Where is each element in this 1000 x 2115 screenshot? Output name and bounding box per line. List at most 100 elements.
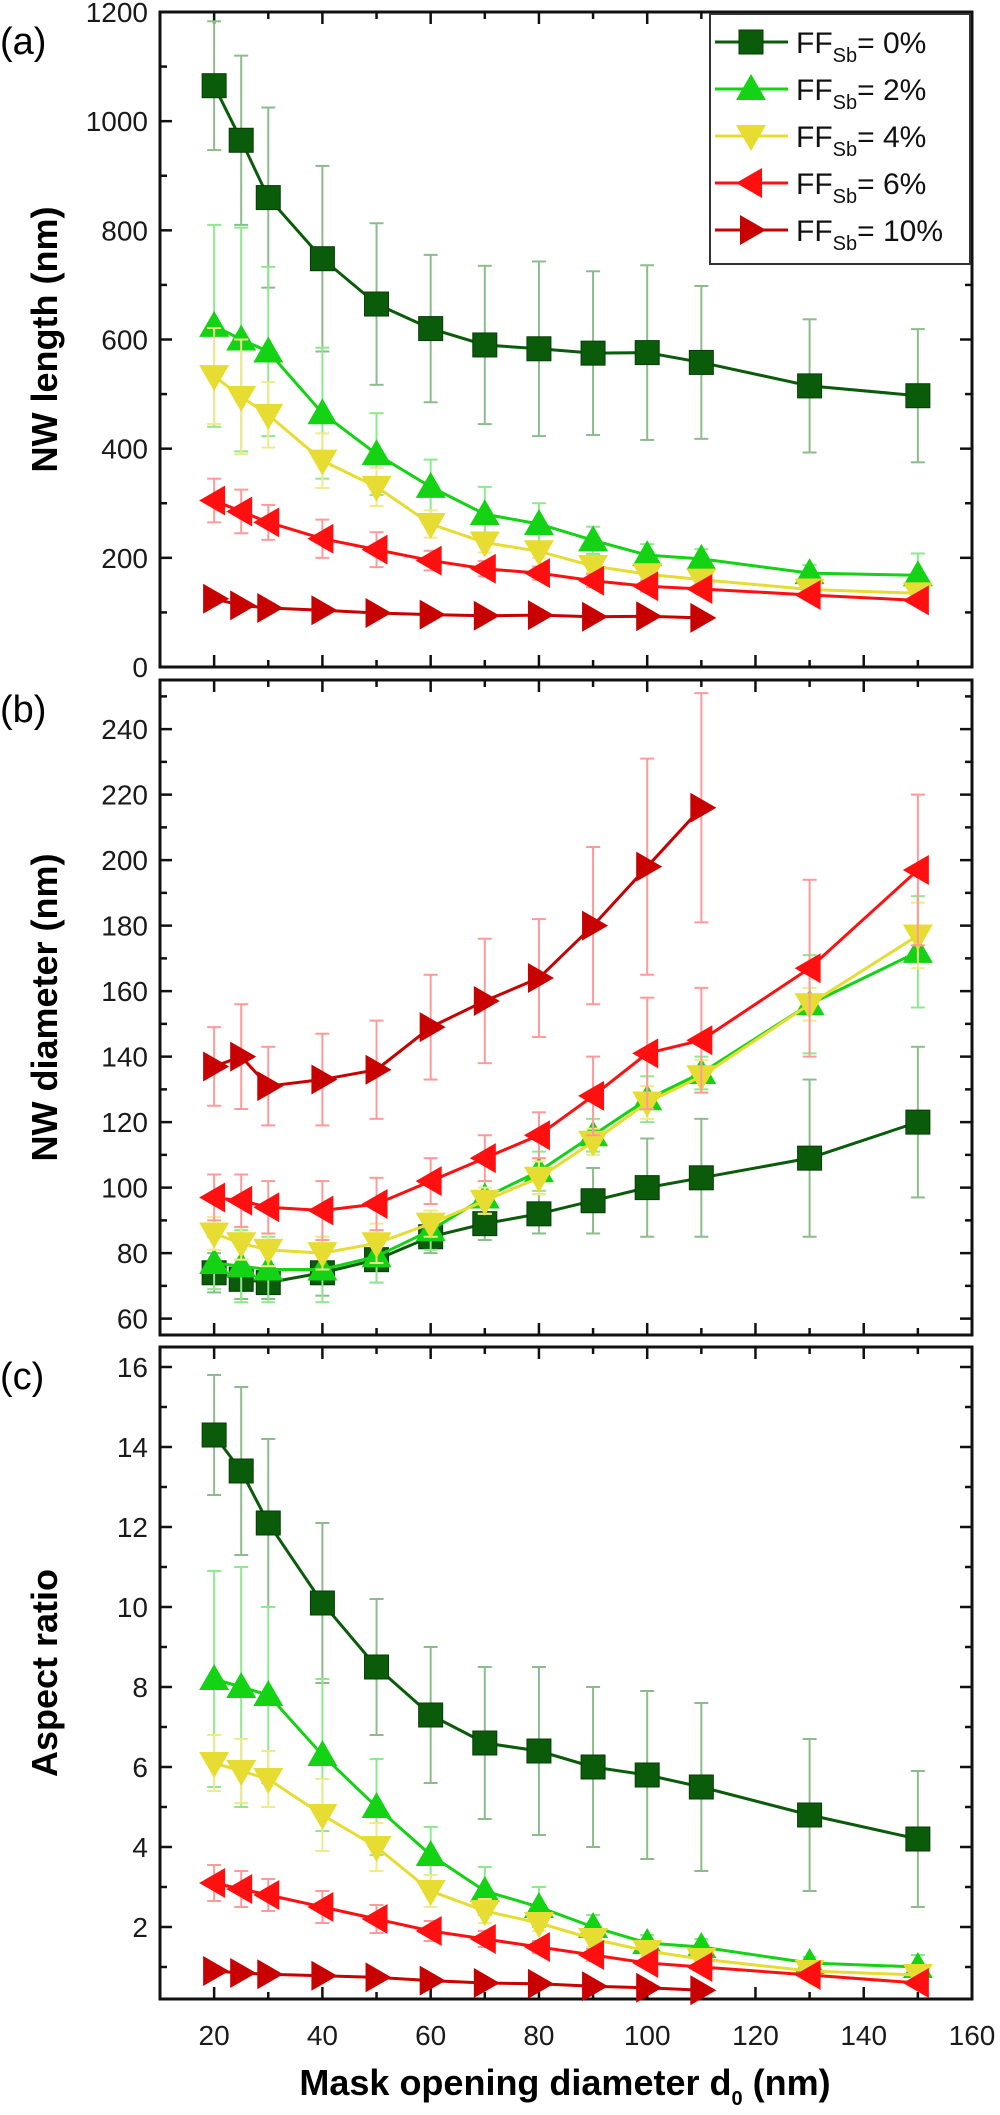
series-line [214, 1969, 702, 1992]
data-point [419, 1012, 446, 1043]
data-point [311, 1960, 338, 1991]
data-point [469, 1900, 500, 1926]
plot-frame [158, 678, 974, 1337]
series-2 [199, 327, 933, 609]
data-point [307, 398, 338, 425]
data-point [473, 985, 500, 1016]
data-point [199, 310, 230, 337]
y-tick-label: 14 [117, 1432, 148, 1463]
data-point [523, 558, 550, 589]
data-point [199, 365, 230, 392]
data-point [253, 1192, 280, 1223]
data-point [469, 1189, 500, 1216]
data-point [580, 1754, 606, 1780]
panel-b: 60 80 100 120 140 160 180 200 220 240 (b) NW diamet… [0, 678, 974, 1337]
y-axis-title: Aspect ratio [24, 1569, 65, 1777]
data-point [253, 507, 280, 538]
panel-label: (b) [0, 689, 46, 731]
series-line [213, 597, 702, 620]
data-point [469, 553, 496, 584]
panel-label: (c) [0, 1356, 44, 1398]
data-point [472, 332, 498, 358]
data-point [688, 349, 714, 375]
data-point [473, 1968, 500, 1998]
data-point [307, 1892, 334, 1922]
data-point [253, 1680, 284, 1706]
data-point [690, 602, 717, 633]
data-point [797, 1802, 823, 1828]
y-tick-label: 4 [132, 1832, 148, 1863]
x-axis-title-main: Mask opening diameter d [299, 2062, 731, 2103]
data-point [578, 565, 605, 596]
data-point [794, 558, 825, 585]
legend-label: FFSb= 10% [796, 215, 943, 255]
y-tick-label: 1200 [86, 0, 148, 28]
data-point [686, 573, 713, 604]
data-point [797, 1145, 823, 1171]
data-point [632, 571, 659, 602]
data-point [523, 1166, 554, 1193]
data-point [578, 1940, 605, 1970]
y-tick-label: 120 [101, 1107, 148, 1138]
data-point [415, 1166, 442, 1197]
legend: FFSb= 0% FFSb= 2% FFSb= 4% FFSb= 6% FFSb= 10… [709, 13, 971, 265]
data-point [523, 1892, 554, 1918]
x-axis-title-sub: 0 [731, 2088, 742, 2110]
data-point [578, 1130, 609, 1157]
data-point [526, 336, 552, 362]
x-tick-label: 40 [307, 2020, 338, 2051]
data-point [361, 1189, 388, 1219]
data-point [226, 496, 253, 527]
data-point [226, 1251, 257, 1278]
data-point [902, 585, 929, 616]
legend-item: FFSb= 0% [715, 27, 926, 67]
data-point [580, 1188, 606, 1214]
data-point [361, 475, 392, 502]
data-point [469, 1143, 496, 1174]
data-point [415, 1212, 446, 1239]
data-point [415, 1840, 446, 1866]
series-line [213, 1761, 918, 1977]
data-point [794, 579, 821, 610]
data-point [905, 1109, 931, 1135]
data-point [230, 1958, 257, 1988]
data-point [253, 1880, 280, 1910]
y-tick-label: 600 [101, 325, 148, 356]
data-point [226, 1185, 253, 1216]
data-point [253, 403, 284, 430]
data-point [634, 1762, 660, 1788]
data-point [469, 499, 500, 526]
legend-item: FFSb= 2% [715, 74, 926, 114]
x-tick-label: 160 [949, 2020, 996, 2051]
data-point [257, 1071, 284, 1102]
legend-label: FFSb= 0% [796, 27, 926, 67]
data-point [257, 1959, 284, 1990]
y-tick-label: 240 [101, 714, 148, 745]
data-point [469, 1876, 500, 1902]
data-point [418, 316, 444, 342]
data-point [361, 1904, 388, 1934]
y-tick-label: 800 [101, 215, 148, 246]
x-tick-label: 140 [840, 2020, 887, 2051]
data-point [226, 1874, 253, 1904]
series-3 [199, 477, 929, 616]
y-tick-label: 220 [101, 780, 148, 811]
data-point [311, 595, 338, 626]
y-tick-label: 200 [101, 543, 148, 574]
data-point [230, 1041, 257, 1072]
x-axis-title-tail: (nm) [743, 2062, 831, 2103]
data-point [526, 1738, 552, 1764]
data-point [632, 1940, 663, 1966]
data-point [199, 1664, 230, 1690]
data-point [632, 563, 663, 590]
data-point [365, 1054, 392, 1085]
data-point [309, 246, 335, 272]
data-point [794, 953, 821, 984]
data-point [472, 1730, 498, 1756]
data-point [361, 439, 392, 466]
data-point [415, 545, 442, 576]
data-point [902, 560, 933, 587]
data-point [361, 1836, 392, 1862]
data-point [523, 508, 554, 535]
y-tick-label: 60 [117, 1304, 148, 1335]
